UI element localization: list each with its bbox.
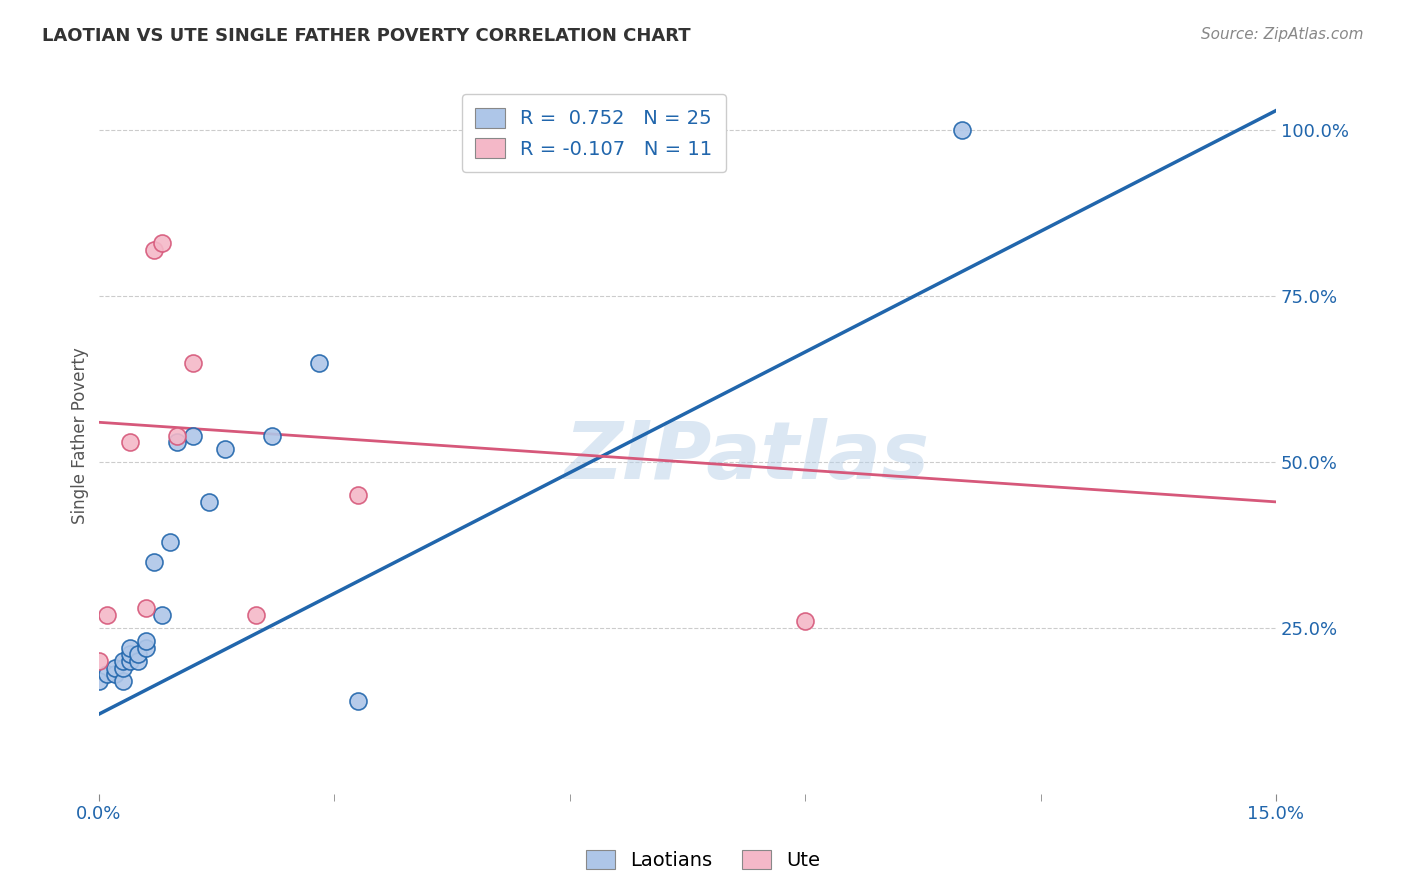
Point [111,673,134,688]
Point [87,673,110,688]
Point [135,634,157,648]
Point [142,243,165,257]
Point [96,607,118,622]
Point [214,442,236,456]
Point [347,694,370,708]
Point [181,356,204,370]
Point [104,661,127,675]
Point [104,667,127,681]
Legend: R =  0.752   N = 25, R = -0.107   N = 11: R = 0.752 N = 25, R = -0.107 N = 11 [461,95,725,172]
Point [794,614,817,628]
Point [142,555,165,569]
Point [166,428,188,442]
Point [950,123,973,137]
Point [159,534,181,549]
Legend: Laotians, Ute: Laotians, Ute [578,842,828,878]
Point [347,488,370,502]
Point [120,648,142,662]
Point [127,648,149,662]
Text: ZIPatlas: ZIPatlas [564,418,929,496]
Y-axis label: Single Father Poverty: Single Father Poverty [72,347,89,524]
Point [96,667,118,681]
Point [111,654,134,668]
Point [166,435,188,450]
Point [245,607,267,622]
Point [127,654,149,668]
Point [260,428,283,442]
Point [198,495,221,509]
Point [150,236,173,251]
Point [150,607,173,622]
Point [111,661,134,675]
Point [87,654,110,668]
Point [135,601,157,615]
Text: Source: ZipAtlas.com: Source: ZipAtlas.com [1201,27,1364,42]
Point [120,654,142,668]
Point [181,428,204,442]
Text: LAOTIAN VS UTE SINGLE FATHER POVERTY CORRELATION CHART: LAOTIAN VS UTE SINGLE FATHER POVERTY COR… [42,27,690,45]
Point [120,435,142,450]
Point [308,356,330,370]
Point [120,640,142,655]
Point [135,640,157,655]
